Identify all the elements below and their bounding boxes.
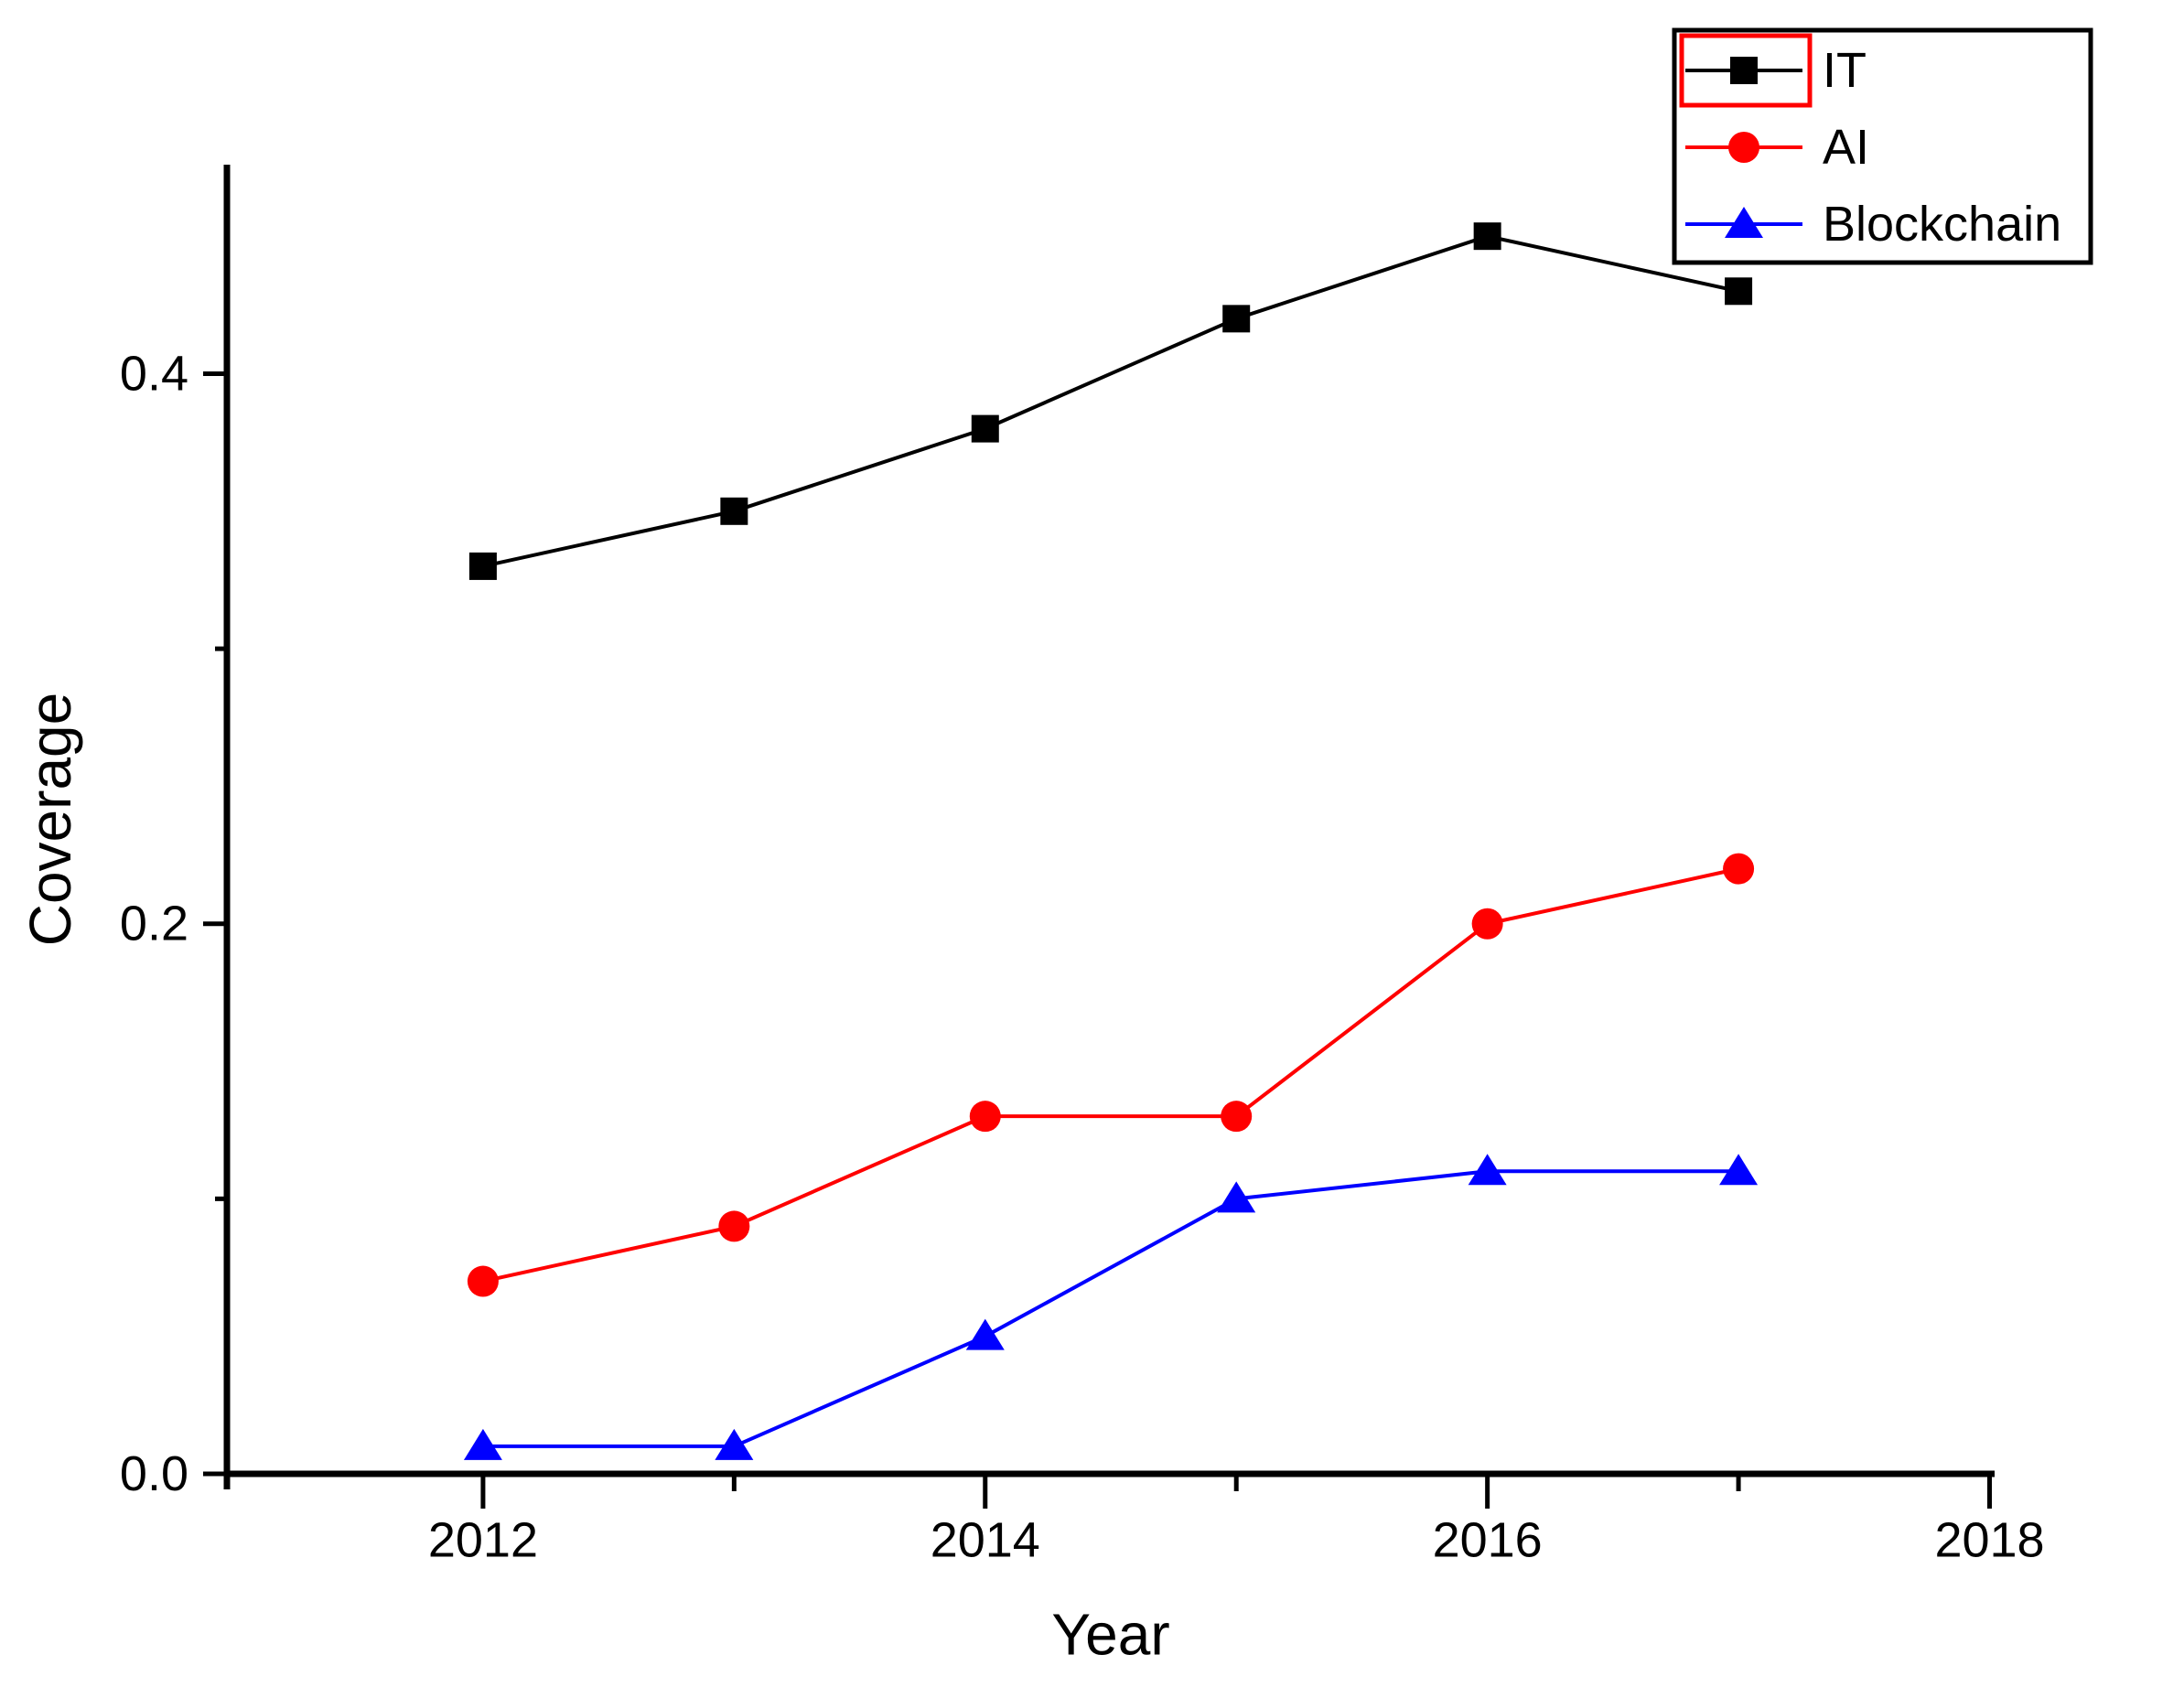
marker-ai-2014 <box>969 1101 1001 1133</box>
x-tick-label: 2018 <box>1934 1512 2044 1567</box>
legend: IT AI Blockchain <box>1672 27 2093 265</box>
legend-marker-it <box>1730 57 1758 84</box>
axes: 0.0 0.2 0.4 2012 2014 2016 2018 Year Coverage <box>17 165 2045 1667</box>
marker-ai-2013 <box>718 1210 750 1242</box>
legend-entry-it: IT <box>1679 33 1867 108</box>
legend-label-blockchain: Blockchain <box>1823 197 2061 252</box>
marker-it-2012 <box>468 552 497 580</box>
marker-ai-2015 <box>1221 1101 1253 1133</box>
y-tick-label: 0.2 <box>120 897 188 951</box>
legend-highlight-box <box>1679 33 1813 108</box>
marker-it-2015 <box>1222 305 1251 333</box>
legend-marker-ai <box>1728 132 1759 163</box>
legend-entry-ai: AI <box>1685 120 1869 175</box>
legend-label-ai: AI <box>1823 120 1869 175</box>
series-blockchain <box>463 1154 1759 1460</box>
x-tick-label: 2014 <box>931 1512 1040 1567</box>
marker-ai-2012 <box>467 1265 499 1297</box>
marker-blockchain-2013 <box>715 1428 754 1460</box>
marker-blockchain-2017 <box>1719 1154 1759 1186</box>
marker-blockchain-2014 <box>965 1318 1005 1350</box>
y-axis-title: Coverage <box>17 693 83 947</box>
series-line-ai <box>482 866 1739 1284</box>
x-tick-label: 2016 <box>1433 1512 1543 1567</box>
series-line-it <box>482 234 1739 568</box>
y-tick-label: 0.0 <box>120 1446 188 1501</box>
series-ai <box>467 853 1755 1297</box>
marker-it-2014 <box>971 414 999 443</box>
series-it <box>468 222 1753 580</box>
legend-label-it: IT <box>1823 43 1867 98</box>
marker-it-2013 <box>720 497 748 525</box>
marker-blockchain-2016 <box>1468 1154 1507 1186</box>
x-tick-label: 2012 <box>428 1512 538 1567</box>
legend-marker-blockchain <box>1725 207 1763 238</box>
y-tick-label: 0.4 <box>120 346 188 401</box>
legend-entry-blockchain: Blockchain <box>1685 197 2061 252</box>
marker-it-2017 <box>1725 277 1753 306</box>
marker-blockchain-2012 <box>463 1428 502 1460</box>
marker-ai-2016 <box>1471 908 1503 940</box>
series-line-blockchain <box>482 1169 1739 1448</box>
x-axis-title: Year <box>1051 1601 1169 1667</box>
marker-ai-2017 <box>1723 853 1755 885</box>
marker-it-2016 <box>1473 222 1501 251</box>
marker-blockchain-2015 <box>1217 1181 1256 1213</box>
